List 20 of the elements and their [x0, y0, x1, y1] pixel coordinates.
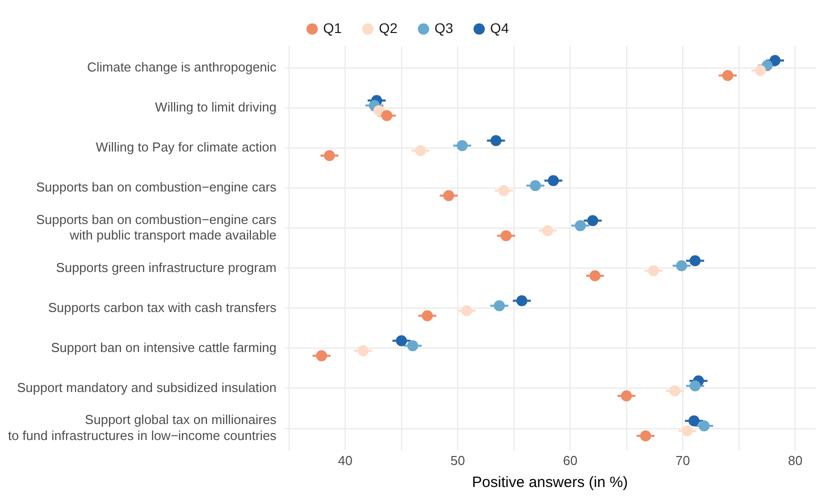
y-tick-label: Supports ban on combustion−engine cars	[36, 180, 277, 195]
y-tick-label: Willing to limit driving	[155, 100, 276, 115]
x-tick-label: 40	[338, 452, 352, 468]
y-tick-label: Support global tax on millionaires to fund infrastructures in low−income countries	[8, 412, 277, 443]
y-tick-label: Climate change is anthropogenic	[87, 60, 277, 75]
x-tick-label: 60	[562, 452, 578, 468]
legend-label: Q2	[378, 20, 398, 36]
y-tick-label: Support ban on intensive cattle farming	[50, 340, 276, 355]
y-tick-label: Supports ban on combustion−engine cars with public transport made available	[36, 212, 277, 243]
x-tick-label: 50	[450, 452, 465, 468]
y-tick-label: Willing to Pay for climate action	[96, 140, 276, 155]
legend-label: Q4	[490, 20, 510, 36]
x-axis-title: Positive answers (in %)	[472, 474, 628, 492]
x-tick-label: 80	[788, 452, 802, 468]
legend-label: Q1	[323, 20, 342, 36]
x-tick-label: 70	[676, 452, 690, 468]
legend-label: Q3	[434, 20, 454, 36]
y-tick-label: Supports green infrastructure program	[56, 260, 276, 275]
y-tick-label: Support mandatory and subsidized insulation	[16, 380, 276, 395]
y-tick-label: Supports carbon tax with cash transfers	[48, 300, 277, 315]
